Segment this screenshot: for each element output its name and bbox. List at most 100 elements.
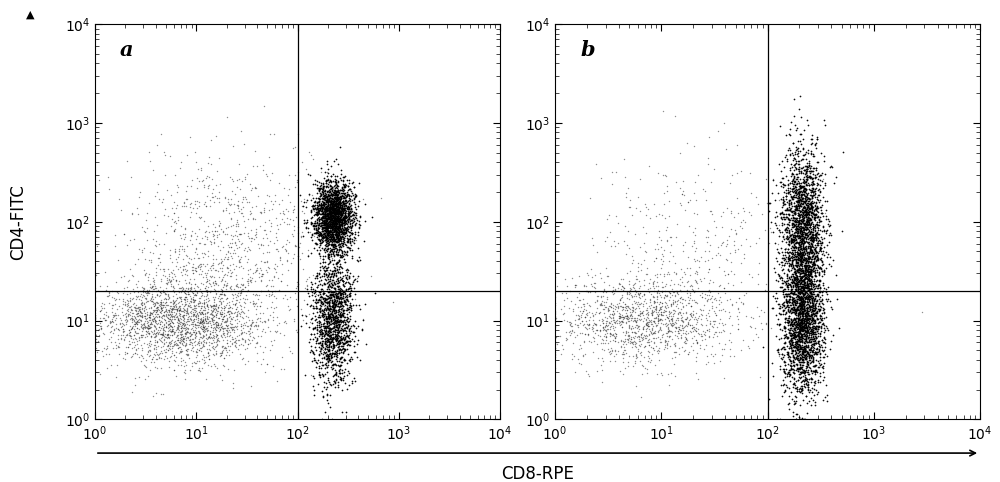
Point [98, 350, 114, 358]
Point [215, 336, 231, 344]
Point [787, 298, 803, 306]
Point [196, 217, 212, 225]
Point [687, 257, 703, 265]
Point [796, 204, 812, 212]
Point [191, 329, 207, 336]
Point [793, 253, 809, 260]
Point [809, 249, 825, 256]
Point [338, 197, 354, 205]
Point [320, 283, 336, 291]
Point [179, 295, 195, 303]
Point [793, 249, 809, 256]
Point [803, 237, 819, 244]
Point [331, 285, 347, 293]
Point [305, 372, 321, 379]
Point [609, 320, 625, 327]
Point [327, 187, 343, 195]
Point [326, 189, 342, 197]
Point [547, 307, 563, 315]
Point [303, 330, 319, 338]
Point [322, 217, 338, 225]
Point [311, 250, 327, 258]
Point [784, 278, 800, 286]
Point [253, 277, 269, 285]
Point [615, 350, 631, 358]
Point [323, 213, 339, 220]
Point [319, 187, 335, 195]
Point [323, 199, 339, 207]
Point [790, 229, 806, 237]
Point [328, 201, 344, 209]
Point [657, 344, 673, 351]
Point [314, 194, 330, 201]
Point [264, 276, 280, 284]
Point [296, 216, 312, 224]
Point [596, 285, 612, 293]
Point [712, 281, 728, 288]
Point [315, 343, 331, 350]
Point [335, 235, 351, 243]
Point [822, 229, 838, 237]
Point [707, 294, 723, 301]
Point [669, 288, 685, 296]
Point [789, 388, 805, 395]
Point [170, 213, 186, 220]
Point [168, 263, 184, 270]
Point [787, 189, 803, 197]
Point [809, 345, 825, 352]
Point [178, 300, 194, 308]
Point [307, 343, 323, 351]
Point [332, 336, 348, 344]
Point [287, 241, 303, 248]
Point [285, 208, 301, 215]
Point [800, 293, 816, 301]
Point [186, 302, 202, 310]
Point [328, 355, 344, 363]
Point [807, 201, 823, 208]
Point [789, 255, 805, 263]
Point [644, 324, 660, 332]
Point [202, 197, 218, 204]
Point [146, 327, 162, 335]
Point [253, 299, 269, 307]
Point [121, 276, 137, 284]
Point [793, 275, 809, 283]
Point [577, 350, 593, 358]
Point [92, 307, 108, 315]
Point [813, 303, 829, 311]
Point [802, 204, 818, 212]
Point [280, 250, 296, 257]
Point [797, 294, 813, 301]
Point [618, 327, 634, 335]
Point [330, 283, 346, 291]
Point [346, 194, 362, 202]
Point [329, 339, 345, 347]
Point [761, 239, 777, 247]
Point [193, 315, 209, 323]
Point [321, 314, 337, 321]
Point [775, 180, 791, 187]
Point [781, 372, 797, 379]
Point [795, 349, 811, 357]
Point [796, 187, 812, 195]
Point [806, 362, 822, 370]
Point [804, 313, 820, 321]
Point [327, 220, 343, 228]
Point [328, 194, 344, 202]
Point [309, 212, 325, 219]
Point [791, 325, 807, 333]
Point [129, 323, 145, 331]
Point [793, 325, 809, 333]
Point [784, 293, 800, 300]
Point [307, 324, 323, 332]
Point [332, 251, 348, 258]
Point [689, 349, 705, 357]
Point [127, 303, 143, 310]
Point [194, 334, 210, 342]
Point [320, 361, 336, 368]
Point [795, 355, 811, 362]
Point [328, 223, 344, 230]
Point [312, 280, 328, 288]
Point [137, 362, 153, 370]
Point [632, 309, 648, 317]
